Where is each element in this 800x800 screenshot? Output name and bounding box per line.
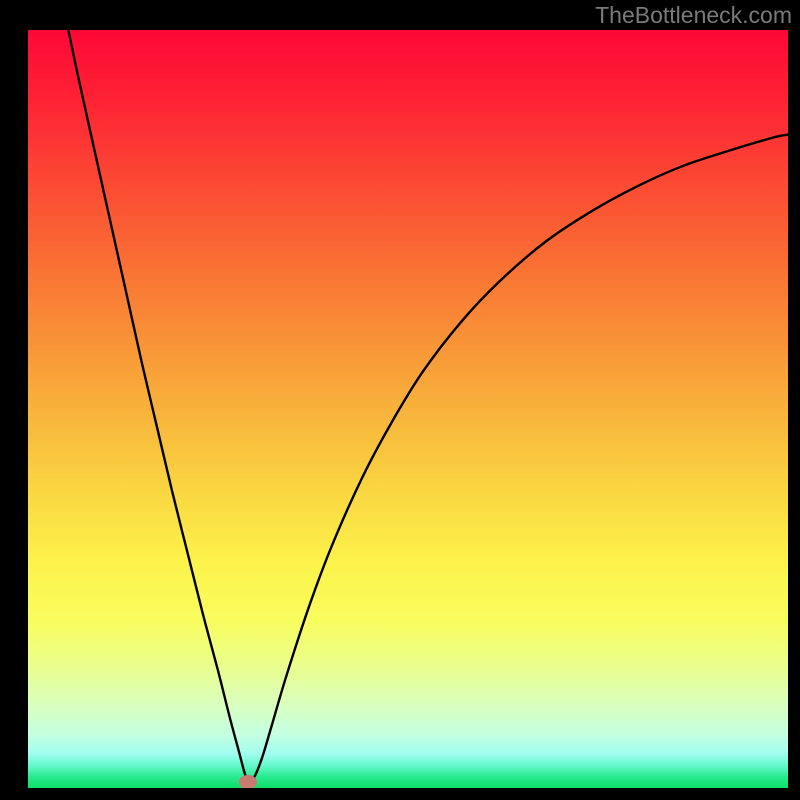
chart-stage: TheBottleneck.com — [0, 0, 800, 800]
plot-frame — [25, 27, 791, 791]
watermark-text: TheBottleneck.com — [595, 2, 792, 29]
